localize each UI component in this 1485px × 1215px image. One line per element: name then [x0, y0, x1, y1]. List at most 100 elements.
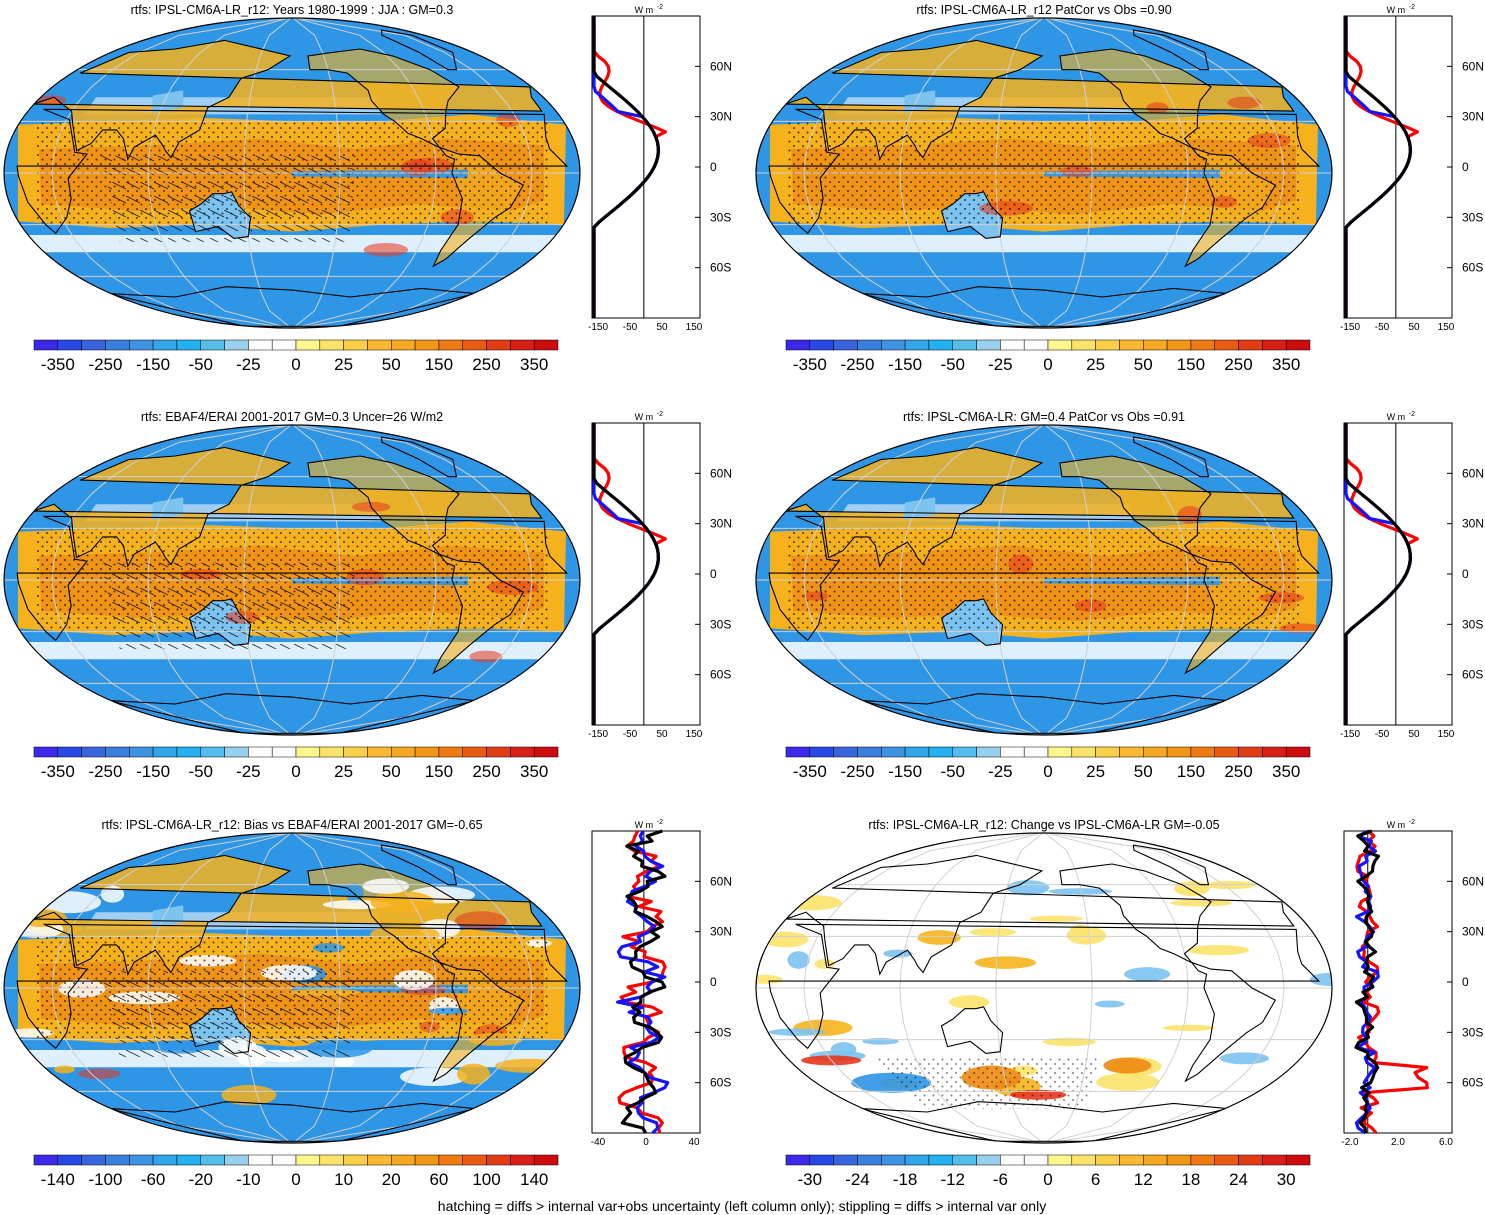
colorbar-label: 350: [520, 355, 548, 374]
coastline-americas: [1059, 863, 1277, 1083]
colorbar-swatch: [510, 339, 535, 351]
colorbar-swatch: [1023, 746, 1049, 758]
profile-unit: W m: [1387, 5, 1406, 15]
map-border: [3, 17, 581, 329]
change-blob: [1170, 899, 1233, 907]
graticule-lon: [51, 18, 288, 328]
change-blob: [787, 951, 810, 969]
colorbar-swatch: [1143, 1154, 1168, 1166]
graticule-lon: [51, 833, 288, 1143]
colorbar-swatch: [224, 339, 249, 351]
bias-blob: [466, 877, 504, 886]
colorbar-swatch: [510, 1154, 535, 1166]
colorbar-swatch: [881, 746, 906, 758]
change-blob: [1187, 945, 1250, 956]
lat-label: 0: [710, 160, 717, 174]
colorbar-swatch: [1238, 339, 1263, 351]
colorbar-label: 250: [1224, 762, 1252, 781]
graticule-lon: [243, 18, 292, 328]
profile-unit-exponent: -2: [1409, 819, 1415, 826]
profile-tick-label: 50: [1408, 322, 1420, 333]
colorbar-swatch: [809, 1154, 834, 1166]
profile-unit-exponent: -2: [657, 4, 663, 11]
colorbar-label: 350: [1272, 355, 1300, 374]
warm-spot: [78, 1068, 121, 1080]
colorbar-swatch: [1000, 746, 1025, 758]
colorbar-swatch: [152, 1154, 178, 1166]
hatching: [101, 562, 356, 649]
zonal-profile: W m -2 60N 30N 0 30S 60S -40 0 40: [591, 819, 732, 1148]
colorbar-swatch: [367, 339, 392, 351]
lat-label: 60S: [710, 668, 731, 682]
colorbar-swatch: [462, 339, 487, 351]
lat-label: 60S: [710, 1076, 731, 1090]
profile-unit-exponent: -2: [1409, 4, 1415, 11]
colorbar-swatch: [1166, 339, 1192, 351]
colorbar-swatch: [248, 1154, 273, 1166]
colorbar-swatch: [438, 746, 463, 758]
footer-note: hatching = diffs > internal var+obs unce…: [438, 1198, 1046, 1214]
stippling: [871, 1056, 1102, 1109]
colorbar: -350 -250 -150 -50 -25 0 25 50 150 250 350: [785, 339, 1311, 374]
colorbar-swatch: [57, 339, 82, 351]
colorbar-swatch: [881, 1154, 906, 1166]
tibet-fill: [903, 497, 936, 520]
colorbar-label: -150: [136, 762, 170, 781]
colorbar-label: 0: [291, 1170, 300, 1189]
coastline-eurasia: [33, 446, 543, 568]
colorbar-swatch: [129, 339, 154, 351]
colorbar-swatch: [1262, 339, 1287, 351]
colorbar-swatch: [176, 339, 201, 351]
colorbar-swatch: [1047, 1154, 1073, 1166]
bias-blob: [100, 885, 125, 903]
coastline-greenland: [380, 436, 458, 478]
profile-unit: W m: [1387, 412, 1406, 422]
colorbar-swatch: [1262, 1154, 1287, 1166]
colorbar-swatch: [1190, 1154, 1215, 1166]
colorbar-swatch: [1166, 1154, 1192, 1166]
profile-tick-label: -150: [588, 322, 608, 333]
graticule-lon: [147, 833, 290, 1143]
coastline-africa: [16, 923, 569, 1050]
southern-gap: [779, 642, 1309, 660]
lat-label: 30N: [710, 925, 732, 939]
change-blob: [1096, 1073, 1160, 1091]
colorbar-label: -25: [988, 762, 1013, 781]
change-blob: [1124, 967, 1171, 982]
profile-curve: [592, 16, 660, 318]
tibet-fill: [151, 905, 184, 928]
colorbar-label: -10: [236, 1170, 261, 1189]
coastline-greenland: [380, 29, 458, 71]
change-blob: [762, 931, 809, 948]
colorbar-swatch: [343, 339, 368, 351]
profile-tick-label: 150: [686, 729, 703, 740]
profile-tick-label: 150: [686, 322, 703, 333]
change-blob: [1219, 1052, 1269, 1065]
graticule-lon: [294, 833, 437, 1143]
colorbar-label: -350: [41, 762, 75, 781]
map-area: [756, 833, 1332, 1143]
change-blob: [969, 928, 1017, 937]
colorbar-swatch: [1095, 1154, 1120, 1166]
graticule-lon: [995, 18, 1044, 328]
lat-label: 30S: [710, 617, 731, 631]
panel-title: rtfs: IPSL-CM6A-LR_r12 PatCor vs Obs =0.…: [916, 3, 1171, 17]
profile-curve: [1344, 423, 1412, 725]
colorbar-swatch: [200, 746, 225, 758]
colorbar-swatch: [1023, 1154, 1049, 1166]
colorbar-swatch: [486, 1154, 511, 1166]
colorbar-swatch: [785, 339, 811, 351]
profile-tick-label: 150: [1438, 322, 1455, 333]
colorbar-swatch: [976, 339, 1001, 351]
colorbar-swatch: [33, 1154, 59, 1166]
colorbar-swatch: [295, 1154, 321, 1166]
panel-title: rtfs: IPSL-CM6A-LR_r12: Change vs IPSL-C…: [868, 818, 1219, 832]
coastline-antarctica: [860, 693, 1228, 734]
change-blob: [1103, 1057, 1152, 1074]
colorbar-swatch: [904, 1154, 930, 1166]
colorbar-swatch: [952, 746, 977, 758]
colorbar: -30 -24 -18 -12 -6 0 6 12 18 24 30: [785, 1154, 1311, 1189]
graticule-lon: [803, 425, 1040, 735]
colorbar-swatch: [952, 1154, 977, 1166]
panel-6: rtfs: IPSL-CM6A-LR_r12: Change vs IPSL-C…: [755, 818, 1484, 1189]
